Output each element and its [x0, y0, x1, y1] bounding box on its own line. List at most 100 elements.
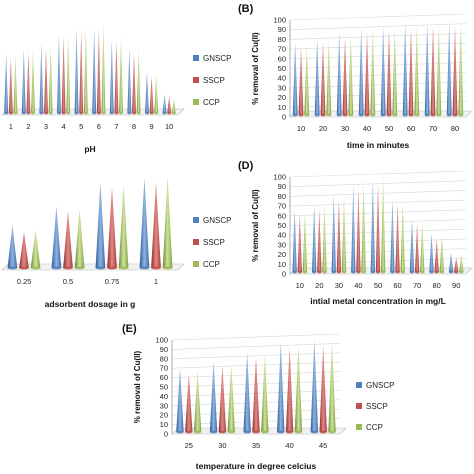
bar-sscp	[19, 231, 29, 268]
y-tick-label: 30	[160, 401, 168, 410]
bar-gnscp	[74, 29, 79, 113]
bar-base	[297, 270, 302, 274]
y-tick-label: 0	[164, 430, 168, 439]
bar-gnscp	[448, 252, 454, 272]
bar-base	[48, 111, 53, 115]
x-axis-title: pH	[84, 144, 95, 154]
x-tick-label: 25	[185, 441, 193, 450]
bar-base	[430, 113, 436, 117]
bar-sscp	[454, 257, 459, 272]
bar-ccp	[370, 29, 376, 115]
gridline	[289, 42, 467, 50]
bar-base	[227, 430, 235, 434]
bar-base	[458, 113, 464, 117]
y-tick-label: 10	[278, 103, 286, 112]
bar-ccp	[392, 27, 398, 116]
bar-gnscp	[292, 42, 298, 115]
bar-base	[167, 111, 172, 115]
legend-swatch	[193, 99, 199, 105]
y-tick-label: 50	[278, 221, 286, 230]
bar-ccp	[136, 49, 141, 113]
gridline	[289, 62, 467, 69]
bar-ccp	[31, 49, 35, 113]
y-tick-label: 50	[160, 383, 168, 392]
y-tick-label: 40	[278, 231, 286, 240]
y-tick-label: 40	[160, 392, 168, 401]
bar-ccp	[48, 45, 53, 113]
y-tick-label: 60	[278, 54, 286, 63]
panel-a-ph: 1 2 3 4 5 6 7 8 9 10 pH GNSCP SSCP CCP	[1, 24, 231, 154]
bar-ccp	[171, 99, 176, 113]
x-tick-label: 6	[97, 122, 101, 131]
bar-base	[114, 111, 119, 115]
bar-base	[342, 113, 348, 117]
bar-sscp	[386, 29, 392, 115]
bar-ccp	[30, 230, 41, 268]
bar-base	[414, 270, 420, 274]
bar-sscp	[434, 238, 439, 272]
bar-base	[19, 266, 29, 270]
bar-base	[26, 111, 31, 115]
bar-base	[8, 111, 13, 115]
bar-base	[400, 270, 405, 274]
bar-base	[439, 270, 444, 274]
bar-sscp	[408, 27, 414, 116]
bar-base	[4, 111, 9, 115]
bar-ccp	[74, 209, 85, 268]
bar-base	[119, 111, 123, 115]
bar-ccp	[341, 196, 347, 272]
bar-base	[13, 111, 18, 115]
bar-base	[370, 270, 376, 274]
y-tick-label: 80	[278, 192, 286, 201]
bar-gnscp	[429, 233, 434, 272]
bar-base	[351, 270, 356, 274]
x-tick-label: 7	[114, 122, 118, 131]
gridline	[289, 71, 467, 79]
y-tick-label: 10	[278, 260, 286, 269]
bar-ccp	[380, 176, 386, 272]
bar-sscp	[414, 223, 420, 272]
bar-base	[66, 111, 71, 115]
bar-base	[79, 111, 84, 115]
bar-sscp	[44, 47, 48, 113]
bar-base	[95, 266, 106, 270]
legend-label: CCP	[366, 423, 383, 432]
y-axis-title: % removal of Cu(II)	[133, 350, 142, 423]
bar-base	[448, 270, 454, 274]
legend-swatch	[356, 424, 362, 430]
bar-gnscp	[57, 33, 61, 114]
bar-sscp	[79, 31, 84, 113]
bar-sscp	[114, 40, 119, 113]
bar-gnscp	[51, 206, 62, 268]
bar-base	[7, 266, 18, 270]
bar-gnscp	[336, 32, 342, 115]
y-tick-label: 0	[282, 270, 286, 279]
bar-base	[171, 111, 176, 115]
x-tick-label: 8	[132, 122, 136, 131]
bar-gnscp	[314, 37, 320, 115]
gridline	[289, 91, 467, 98]
bar-gnscp	[145, 71, 149, 113]
bar-ccp	[13, 55, 18, 113]
bar-sscp	[107, 187, 117, 268]
legend-swatch	[193, 55, 199, 61]
bar-ccp	[261, 354, 269, 432]
y-tick-label: 100	[273, 16, 286, 25]
legend-swatch	[356, 382, 362, 388]
legend-label: GNSCP	[203, 54, 231, 63]
bar-ccp	[118, 184, 129, 268]
bar-ccp	[459, 254, 464, 272]
bar-base	[261, 430, 269, 434]
bar-sscp	[319, 345, 327, 432]
bar-gnscp	[39, 43, 44, 113]
bar-base	[285, 430, 294, 434]
bar-base	[358, 113, 364, 117]
x-tick-label: 4	[62, 122, 66, 131]
y-tick-label: 50	[278, 64, 286, 73]
bar-sscp	[61, 36, 66, 113]
gridline	[171, 352, 341, 360]
bar-gnscp	[209, 361, 218, 432]
bar-sscp	[26, 52, 31, 113]
